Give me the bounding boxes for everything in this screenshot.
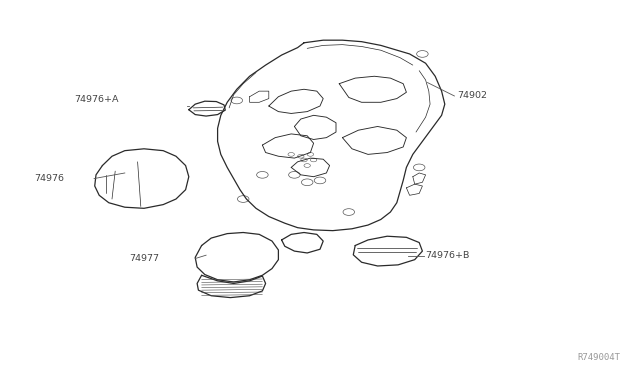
Text: 74976+B: 74976+B [426, 251, 470, 260]
Text: 74976: 74976 [34, 174, 64, 183]
Text: 74977: 74977 [129, 254, 159, 263]
Text: 74902: 74902 [458, 92, 488, 100]
Text: R749004T: R749004T [578, 353, 621, 362]
Text: 74976+A: 74976+A [74, 95, 118, 104]
